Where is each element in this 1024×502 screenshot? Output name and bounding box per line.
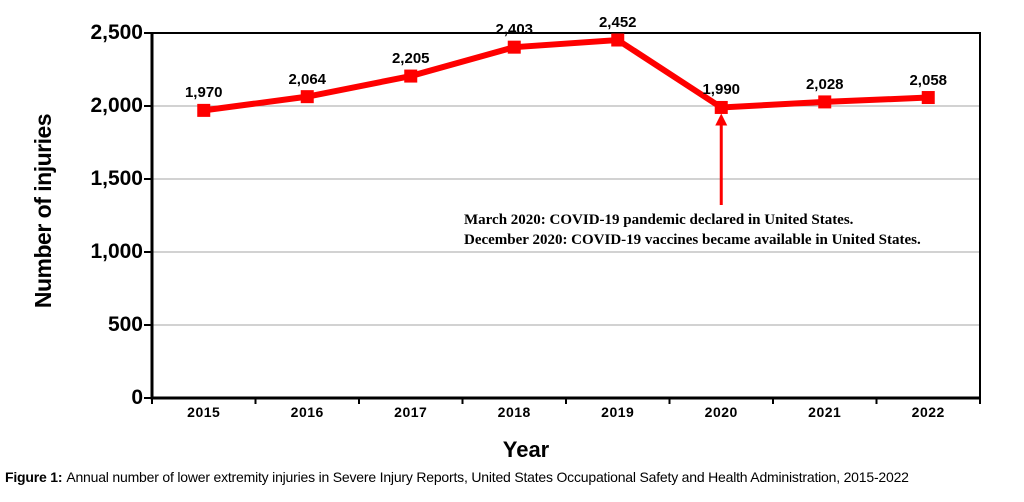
x-tick-label-2016: 2016 [290, 404, 324, 420]
data-label-2018: 2,403 [495, 21, 534, 39]
y-tick-label-1500: 1,500 [90, 167, 143, 190]
data-point-2021 [818, 95, 832, 109]
x-tick-label-2019: 2019 [601, 404, 635, 420]
data-point-2016 [300, 90, 314, 104]
annotation-text-block: March 2020: COVID-19 pandemic declared i… [464, 210, 921, 250]
y-tick-label-2000: 2,000 [90, 94, 143, 117]
data-point-2019 [611, 33, 625, 47]
data-label-2017: 2,205 [391, 50, 430, 68]
data-label-2015: 1,970 [184, 84, 223, 102]
annotation-arrow-head [715, 113, 728, 126]
figure-caption-label: Figure 1: [5, 469, 63, 485]
data-point-2017 [404, 69, 418, 83]
x-tick-label-2018: 2018 [497, 404, 531, 420]
y-tick-label-1000: 1,000 [90, 240, 143, 263]
data-label-2016: 2,064 [288, 70, 327, 88]
data-point-2020 [714, 100, 728, 114]
data-point-2015 [197, 103, 211, 117]
x-tick-label-2020: 2020 [704, 404, 738, 420]
annotation-line-2: December 2020: COVID-19 vaccines became … [464, 232, 921, 248]
x-tick-label-2022: 2022 [911, 404, 945, 420]
x-tick-label-2017: 2017 [394, 404, 428, 420]
data-label-2021: 2,028 [805, 75, 844, 93]
y-tick-label-0: 0 [131, 386, 143, 409]
x-tick-label-2021: 2021 [808, 404, 842, 420]
y-tick-label-500: 500 [107, 313, 143, 336]
x-tick-label-2015: 2015 [187, 404, 221, 420]
data-label-2019: 2,452 [598, 14, 637, 31]
figure-caption: Figure 1: Annual number of lower extremit… [5, 469, 909, 485]
data-label-2022: 2,058 [909, 71, 948, 89]
y-tick-label-2500: 2,500 [90, 21, 143, 44]
data-point-2018 [507, 40, 521, 54]
annotation-line-1: March 2020: COVID-19 pandemic declared i… [464, 212, 854, 228]
figure-caption-text: Annual number of lower extremity injurie… [66, 469, 909, 485]
data-point-2022 [921, 91, 935, 105]
data-label-2020: 1,990 [702, 81, 741, 99]
injuries-series-line [203, 36, 929, 114]
x-axis-title: Year [502, 437, 550, 462]
